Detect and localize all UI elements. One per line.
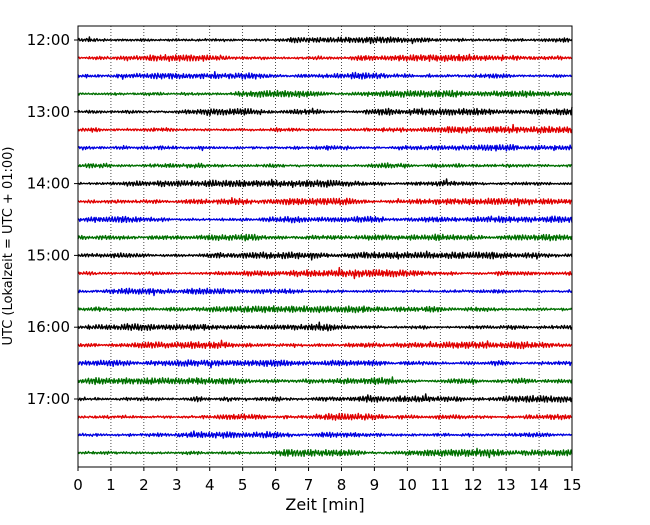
trace-line-1630 <box>77 359 573 369</box>
y-tick-label: 16:00 <box>27 318 70 336</box>
y-tick-label: 12:00 <box>27 31 70 49</box>
trace-line-1315 <box>77 123 573 134</box>
x-tick-label: 3 <box>172 476 182 494</box>
trace-line-1600 <box>77 321 573 332</box>
trace-line-1745 <box>77 447 573 459</box>
x-axis: 0 1 2 3 4 5 6 7 8 9 10 11 12 13 14 15 <box>73 467 582 494</box>
trace-line-1715 <box>77 412 573 421</box>
y-axis: 12:00 13:00 14:00 15:00 16:00 17:00 <box>27 31 78 408</box>
x-tick-label: 0 <box>73 476 83 494</box>
trace-line-1230 <box>77 70 573 80</box>
trace-line-1330 <box>77 144 573 152</box>
trace-line-1730 <box>77 430 573 439</box>
x-tick-label: 12 <box>464 476 483 494</box>
trace-line-1645 <box>77 376 573 386</box>
x-tick-label: 2 <box>139 476 149 494</box>
y-tick-label: 17:00 <box>27 390 70 408</box>
x-tick-label: 4 <box>205 476 215 494</box>
trace-line-1430 <box>77 215 573 224</box>
trace-line-1545 <box>77 305 573 314</box>
trace-line-1215 <box>77 53 573 63</box>
x-tick-label: 15 <box>562 476 581 494</box>
x-tick-label: 7 <box>304 476 314 494</box>
trace-line-1200 <box>77 36 573 45</box>
trace-line-1245 <box>77 89 573 98</box>
trace-line-1515 <box>77 266 573 280</box>
trace-line-1415 <box>77 197 573 207</box>
y-tick-label: 13:00 <box>27 103 70 121</box>
trace-line-1700 <box>77 393 573 403</box>
x-tick-label: 13 <box>497 476 516 494</box>
x-tick-label: 14 <box>530 476 549 494</box>
x-axis-label: Zeit [min] <box>285 495 364 514</box>
x-tick-label: 11 <box>431 476 450 494</box>
trace-line-1615 <box>77 339 573 350</box>
x-tick-label: 8 <box>337 476 347 494</box>
trace-line-1500 <box>77 250 573 261</box>
y-tick-label: 14:00 <box>27 175 70 193</box>
trace-line-1400 <box>77 178 573 189</box>
trace-group <box>77 36 573 459</box>
x-tick-label: 9 <box>370 476 380 494</box>
x-tick-label: 5 <box>238 476 248 494</box>
plot-frame <box>77 25 573 468</box>
x-tick-label: 1 <box>106 476 116 494</box>
trace-line-1530 <box>77 287 573 297</box>
trace-line-1345 <box>77 162 573 169</box>
trace-line-1300 <box>77 106 573 116</box>
trace-line-1445 <box>77 233 573 242</box>
x-tick-label: 6 <box>271 476 281 494</box>
y-tick-label: 15:00 <box>27 246 70 264</box>
x-tick-label: 10 <box>398 476 417 494</box>
y-axis-label: UTC (Lokalzeit = UTC + 01:00) <box>1 147 16 346</box>
